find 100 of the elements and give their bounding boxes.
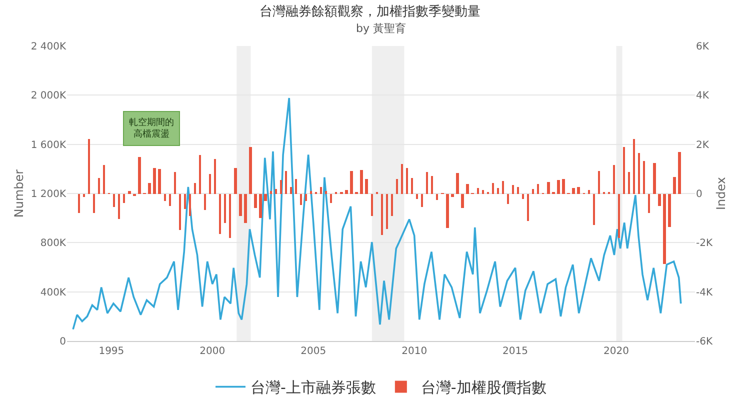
bar — [668, 194, 671, 227]
x-tick-label: 2000 — [200, 346, 226, 357]
bar — [219, 194, 221, 234]
bar — [249, 147, 252, 194]
bar — [350, 171, 353, 194]
bar — [194, 183, 196, 194]
bar — [285, 171, 287, 194]
bar — [401, 164, 403, 194]
bar — [174, 172, 176, 194]
bar — [229, 194, 231, 238]
chart-subtitle: by 黃聖育 — [356, 22, 406, 35]
bar — [502, 181, 504, 194]
bar — [658, 194, 661, 206]
bar — [290, 187, 292, 194]
bar — [386, 194, 388, 229]
y-tick-label: 2 400K — [30, 42, 66, 52]
bar — [184, 194, 186, 209]
bar — [239, 194, 242, 216]
y2-axis-title: Index — [714, 176, 728, 210]
legend-label: 台灣-上市融券張數 — [250, 378, 376, 397]
bar — [461, 194, 464, 208]
bar — [633, 139, 635, 194]
bar — [562, 179, 565, 194]
bar — [598, 171, 600, 194]
bar — [275, 189, 277, 194]
y-tick-label: 400K — [40, 287, 66, 298]
bar — [325, 191, 327, 194]
bar — [360, 170, 363, 194]
bar — [189, 194, 191, 216]
x-tick-label: 2020 — [604, 346, 629, 357]
bar — [224, 194, 226, 223]
bar — [663, 194, 666, 264]
bar — [93, 194, 95, 213]
bar — [381, 194, 383, 235]
bar — [365, 179, 368, 194]
bar — [593, 194, 595, 225]
bar — [78, 194, 80, 213]
bar — [214, 159, 216, 194]
chart-title: 台灣融券餘額觀察，加權指數季變動量 — [260, 3, 480, 20]
bar — [477, 188, 479, 194]
y-axis-title: Number — [12, 169, 26, 218]
bar — [426, 172, 428, 194]
bar — [537, 184, 539, 194]
bar — [623, 147, 625, 194]
bar — [118, 194, 120, 219]
bar — [527, 194, 529, 221]
bar — [148, 183, 151, 194]
bar — [371, 194, 373, 216]
bar — [138, 157, 141, 194]
y2-tick-label: 0 — [696, 189, 702, 200]
bar — [507, 194, 509, 204]
bar — [446, 194, 449, 228]
bar — [512, 185, 514, 194]
bar — [264, 194, 267, 201]
x-tick-label: 2015 — [502, 346, 528, 357]
bar — [113, 194, 115, 207]
y2-tick-label: 2K — [696, 140, 710, 151]
bar — [436, 194, 438, 200]
line-series — [72, 97, 682, 330]
bar — [295, 179, 297, 194]
bar — [618, 194, 620, 238]
bar — [158, 169, 161, 194]
bar — [547, 182, 550, 194]
bar — [406, 168, 408, 194]
y2-tick-label: 4K — [696, 90, 710, 102]
y-tick-label: 1 600K — [30, 140, 66, 151]
y-tick-label: 1 200K — [30, 189, 66, 200]
bar — [466, 184, 469, 194]
bar — [411, 178, 413, 194]
bar — [482, 190, 484, 194]
bar — [234, 168, 237, 194]
y2-tick-label: -6K — [696, 336, 713, 348]
bar — [638, 153, 640, 194]
bar — [517, 187, 519, 194]
bar — [678, 152, 681, 194]
y2-tick-label: -4K — [696, 287, 713, 298]
bar — [88, 139, 90, 194]
bar — [259, 194, 262, 218]
y2-tick-label: -2K — [696, 238, 713, 250]
bar — [572, 188, 575, 194]
bar — [153, 168, 156, 194]
bar — [123, 194, 125, 203]
bar — [653, 163, 656, 194]
bar — [648, 194, 650, 213]
x-tick-label: 2005 — [300, 346, 326, 357]
bar — [613, 165, 615, 194]
y2-tick-label: 6K — [696, 42, 710, 52]
bar — [199, 155, 201, 194]
bar — [169, 194, 171, 206]
bar — [83, 194, 85, 197]
bar — [300, 194, 302, 205]
bar — [577, 187, 580, 194]
bar — [280, 180, 282, 194]
bar — [310, 191, 312, 194]
bar — [103, 165, 105, 194]
legend-label: 台灣-加權股價指數 — [420, 378, 546, 397]
bar — [522, 194, 524, 199]
bar — [456, 173, 459, 194]
x-tick-label: 2010 — [402, 346, 428, 357]
bar — [98, 178, 100, 194]
